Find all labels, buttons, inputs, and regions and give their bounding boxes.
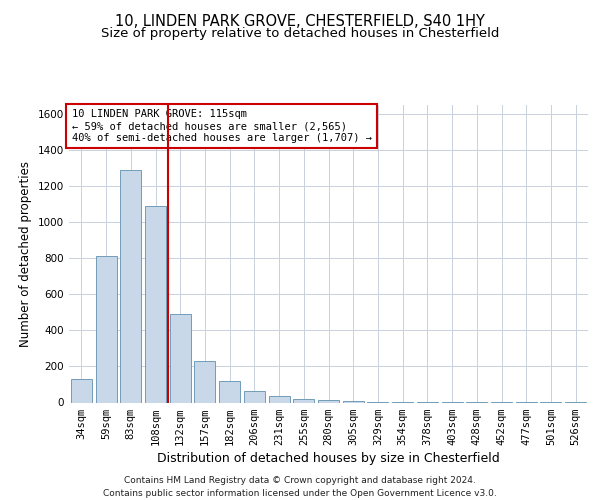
Bar xyxy=(318,400,339,402)
Text: 10, LINDEN PARK GROVE, CHESTERFIELD, S40 1HY: 10, LINDEN PARK GROVE, CHESTERFIELD, S40… xyxy=(115,14,485,29)
Bar xyxy=(120,170,141,402)
Bar xyxy=(145,206,166,402)
Y-axis label: Number of detached properties: Number of detached properties xyxy=(19,161,32,347)
Text: Size of property relative to detached houses in Chesterfield: Size of property relative to detached ho… xyxy=(101,28,499,40)
Bar xyxy=(219,381,240,402)
Bar xyxy=(244,391,265,402)
Bar xyxy=(343,401,364,402)
Bar xyxy=(71,379,92,402)
X-axis label: Distribution of detached houses by size in Chesterfield: Distribution of detached houses by size … xyxy=(157,452,500,465)
Bar xyxy=(194,361,215,403)
Bar xyxy=(293,398,314,402)
Bar xyxy=(95,256,116,402)
Bar xyxy=(170,314,191,402)
Bar xyxy=(269,396,290,402)
Text: 10 LINDEN PARK GROVE: 115sqm
← 59% of detached houses are smaller (2,565)
40% of: 10 LINDEN PARK GROVE: 115sqm ← 59% of de… xyxy=(71,110,371,142)
Text: Contains public sector information licensed under the Open Government Licence v3: Contains public sector information licen… xyxy=(103,489,497,498)
Text: Contains HM Land Registry data © Crown copyright and database right 2024.: Contains HM Land Registry data © Crown c… xyxy=(124,476,476,485)
